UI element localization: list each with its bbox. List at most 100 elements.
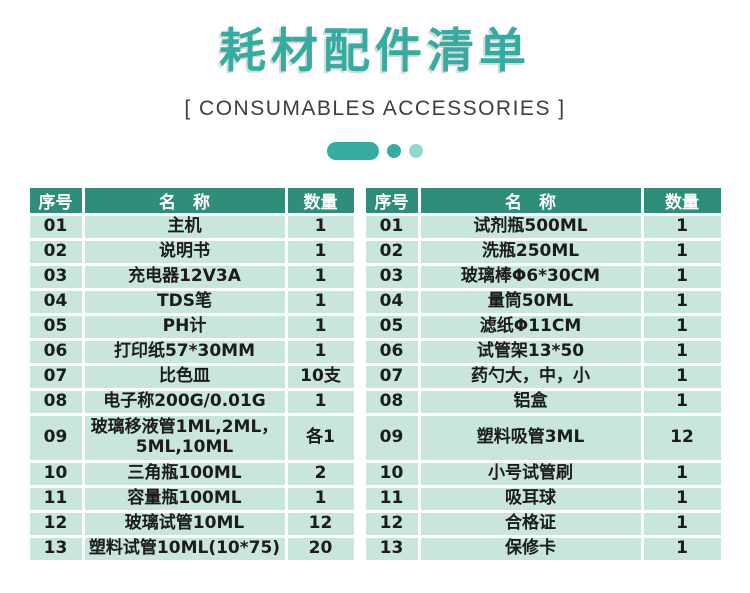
row-quantity-cell: 1 [643, 366, 721, 388]
table-row: 02 说明书 1 [29, 241, 354, 263]
row-index-cell: 09 [365, 416, 418, 460]
row-name-cell: 主机 [84, 216, 285, 238]
row-name-cell: 小号试管刷 [420, 463, 641, 485]
row-quantity-cell: 各1 [287, 416, 354, 460]
table-row: 04 TDS笔 1 [29, 291, 354, 313]
table-row: 02 洗瓶250ML 1 [365, 241, 721, 263]
row-index-cell: 01 [29, 216, 82, 238]
row-name-cell: TDS笔 [84, 291, 285, 313]
row-index-cell: 04 [29, 291, 82, 313]
row-quantity-cell: 1 [287, 341, 354, 363]
row-index-cell: 13 [29, 538, 82, 560]
row-quantity-cell: 1 [643, 488, 721, 510]
row-quantity-cell: 1 [287, 266, 354, 288]
row-quantity-cell: 12 [287, 513, 354, 535]
row-index-cell: 05 [365, 316, 418, 338]
table-row: 05 滤纸Φ11CM 1 [365, 316, 721, 338]
row-index-cell: 08 [365, 391, 418, 413]
table-row: 06 打印纸57*30MM 1 [29, 341, 354, 363]
row-name-cell: 合格证 [420, 513, 641, 535]
row-index-cell: 12 [29, 513, 82, 535]
table-row: 08 铝盒 1 [365, 391, 721, 413]
table-header-row: 序号 名 称 数量 [365, 188, 721, 213]
row-quantity-cell: 1 [643, 216, 721, 238]
row-name-cell: 比色皿 [84, 366, 285, 388]
table-row: 10 三角瓶100ML 2 [29, 463, 354, 485]
table-row: 08 电子称200G/0.01G 1 [29, 391, 354, 413]
row-name-cell: 吸耳球 [420, 488, 641, 510]
row-quantity-cell: 12 [643, 416, 721, 460]
row-index-cell: 07 [365, 366, 418, 388]
row-name-cell: 保修卡 [420, 538, 641, 560]
row-quantity-cell: 1 [643, 538, 721, 560]
row-quantity-cell: 1 [287, 291, 354, 313]
row-index-cell: 07 [29, 366, 82, 388]
row-quantity-cell: 10支 [287, 366, 354, 388]
row-index-cell: 13 [365, 538, 418, 560]
row-quantity-cell: 1 [643, 463, 721, 485]
table-row: 12 玻璃试管10ML 12 [29, 513, 354, 535]
table-row: 09 玻璃移液管1ML,2ML，5ML,10ML 各1 [29, 416, 354, 460]
table-row: 01 试剂瓶500ML 1 [365, 216, 721, 238]
row-quantity-cell: 1 [643, 316, 721, 338]
table-row: 13 保修卡 1 [365, 538, 721, 560]
row-name-cell: PH计 [84, 316, 285, 338]
row-quantity-cell: 1 [643, 241, 721, 263]
row-name-cell: 滤纸Φ11CM [420, 316, 641, 338]
column-header-index: 序号 [365, 188, 418, 213]
tables-container: 序号 名 称 数量 01 主机 1 02 说明书 1 03 充电器12V3A 1 04 TDS笔 1 0… [0, 185, 750, 563]
row-name-cell: 充电器12V3A [84, 266, 285, 288]
row-name-cell: 量筒50ML [420, 291, 641, 313]
row-index-cell: 01 [365, 216, 418, 238]
row-index-cell: 10 [29, 463, 82, 485]
row-name-cell: 药勺大，中，小 [420, 366, 641, 388]
row-quantity-cell: 1 [643, 513, 721, 535]
row-name-cell: 试管架13*50 [420, 341, 641, 363]
consumables-table-right: 序号 名 称 数量 01 试剂瓶500ML 1 02 洗瓶250ML 1 03 玻璃棒Φ6*3… [363, 185, 724, 563]
row-name-cell: 塑料吸管3ML [420, 416, 641, 460]
row-quantity-cell: 1 [287, 488, 354, 510]
row-index-cell: 12 [365, 513, 418, 535]
row-index-cell: 10 [365, 463, 418, 485]
row-quantity-cell: 1 [643, 266, 721, 288]
table-header-row: 序号 名 称 数量 [29, 188, 354, 213]
row-index-cell: 06 [365, 341, 418, 363]
table-row: 01 主机 1 [29, 216, 354, 238]
row-quantity-cell: 1 [287, 216, 354, 238]
decoration-pill [327, 142, 379, 160]
row-quantity-cell: 1 [643, 291, 721, 313]
row-quantity-cell: 1 [643, 391, 721, 413]
row-quantity-cell: 1 [287, 316, 354, 338]
row-name-cell: 玻璃试管10ML [84, 513, 285, 535]
row-index-cell: 04 [365, 291, 418, 313]
row-quantity-cell: 1 [287, 391, 354, 413]
title-decoration [0, 142, 750, 160]
row-name-cell: 电子称200G/0.01G [84, 391, 285, 413]
row-quantity-cell: 20 [287, 538, 354, 560]
row-index-cell: 08 [29, 391, 82, 413]
row-index-cell: 11 [365, 488, 418, 510]
table-row: 10 小号试管刷 1 [365, 463, 721, 485]
row-name-cell: 说明书 [84, 241, 285, 263]
row-index-cell: 03 [29, 266, 82, 288]
row-name-cell: 玻璃棒Φ6*30CM [420, 266, 641, 288]
table-row: 05 PH计 1 [29, 316, 354, 338]
decoration-dot-solid [387, 144, 401, 158]
column-header-name: 名 称 [84, 188, 285, 213]
row-name-cell: 三角瓶100ML [84, 463, 285, 485]
row-index-cell: 02 [29, 241, 82, 263]
row-quantity-cell: 2 [287, 463, 354, 485]
row-quantity-cell: 1 [643, 341, 721, 363]
table-row: 13 塑料试管10ML(10*75) 20 [29, 538, 354, 560]
row-index-cell: 02 [365, 241, 418, 263]
row-name-cell: 铝盒 [420, 391, 641, 413]
row-name-cell: 玻璃移液管1ML,2ML，5ML,10ML [84, 416, 285, 460]
column-header-quantity: 数量 [643, 188, 721, 213]
row-name-cell: 试剂瓶500ML [420, 216, 641, 238]
row-index-cell: 11 [29, 488, 82, 510]
table-row: 11 容量瓶100ML 1 [29, 488, 354, 510]
page-subtitle: [ CONSUMABLES ACCESSORIES ] [184, 97, 566, 120]
table-row: 04 量筒50ML 1 [365, 291, 721, 313]
row-index-cell: 05 [29, 316, 82, 338]
table-row: 11 吸耳球 1 [365, 488, 721, 510]
